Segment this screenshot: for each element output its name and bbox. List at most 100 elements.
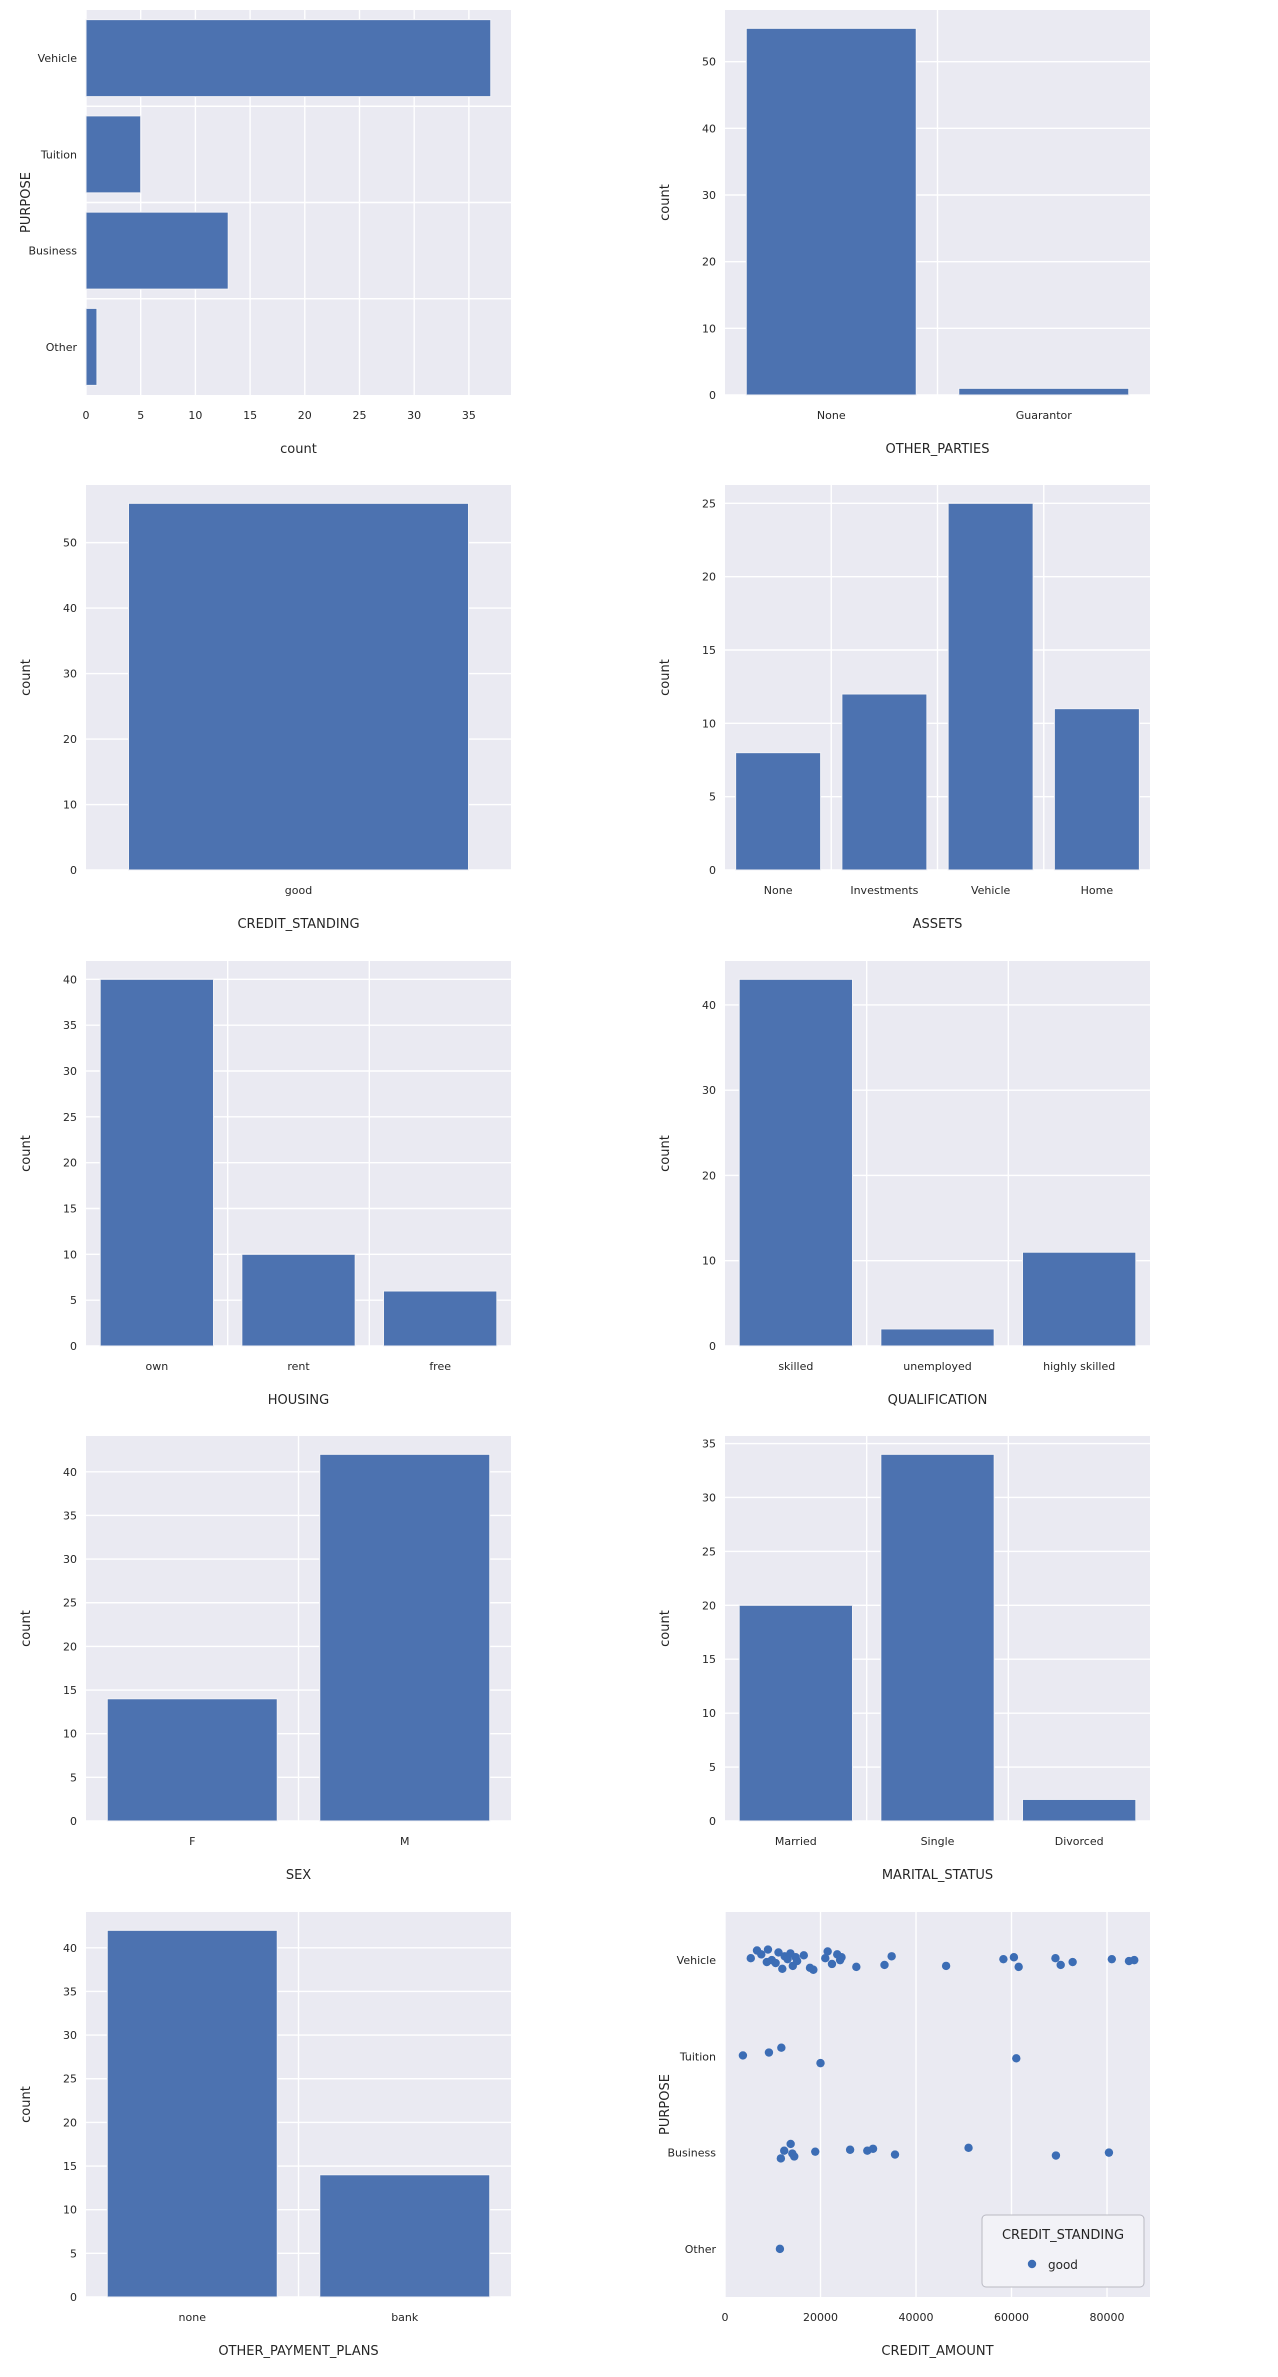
bar xyxy=(1022,1251,1137,1347)
scatter-dot xyxy=(774,1947,783,1957)
x-axis-label: CREDIT_AMOUNT xyxy=(881,2344,993,2359)
y-tick-label: 20 xyxy=(702,1169,716,1182)
y-axis-label: PURPOSE xyxy=(658,2074,673,2135)
y-tick-label: 25 xyxy=(63,1597,77,1610)
y-tick-label: 0 xyxy=(709,1815,716,1828)
x-axis-label: HOUSING xyxy=(268,1393,329,1408)
subplot-purpose: 0 5 10 15 20 25 30 35 Vehicle Tuition Business Othe… xyxy=(0,0,639,475)
y-tick-label: 20 xyxy=(63,2116,77,2129)
x-tick-label: 35 xyxy=(462,409,476,422)
y-tick-label: 40 xyxy=(702,122,716,135)
sex-chart-canvas: 0 5 10 15 20 25 30 35 40 F M SEX count xyxy=(19,1436,511,1883)
x-category-label: None xyxy=(764,884,793,897)
bar xyxy=(85,115,142,194)
y-tick-label: 20 xyxy=(63,1156,77,1169)
x-category-label: free xyxy=(429,1360,451,1373)
y-tick-label: 15 xyxy=(63,1684,77,1697)
bar xyxy=(880,1454,995,1822)
x-category-label: own xyxy=(145,1360,168,1373)
scatter-dot xyxy=(757,1949,766,1959)
bar xyxy=(738,978,853,1347)
y-tick-label: 10 xyxy=(702,1707,716,1720)
x-axis-label: ASSETS xyxy=(913,917,963,932)
y-tick-label: 40 xyxy=(63,973,77,986)
y-axis-label: count xyxy=(658,184,673,221)
bar xyxy=(1053,708,1140,871)
y-tick-label: 15 xyxy=(702,1653,716,1666)
y-tick-label: 25 xyxy=(702,498,716,511)
bar xyxy=(1022,1799,1137,1822)
y-tick-label: 20 xyxy=(702,256,716,269)
y-tick-label: 0 xyxy=(70,1815,77,1828)
y-tick-label: 35 xyxy=(63,1985,77,1998)
scatter-dot xyxy=(1068,1957,1077,1966)
y-tick-label: 30 xyxy=(63,668,77,681)
y-tick-label: 0 xyxy=(70,1340,77,1353)
x-category-label: Investments xyxy=(850,884,918,897)
y-tick-label: 35 xyxy=(63,1510,77,1523)
scatter-dot xyxy=(776,2153,786,2163)
y-tick-label: 50 xyxy=(63,537,77,550)
bar xyxy=(738,1605,853,1822)
subplot-housing: 0 5 10 15 20 25 30 35 40 own rent free HOUSING count xyxy=(0,951,639,1426)
credit-standing-chart-canvas: 0 10 20 30 40 50 good CREDIT_STANDING count xyxy=(19,485,511,932)
legend-box xyxy=(981,2214,1145,2288)
x-axis-label: MARITAL_STATUS xyxy=(882,1868,993,1883)
scatter-dot xyxy=(1009,1952,1019,1962)
bar xyxy=(241,1253,356,1347)
y-category-label: Tuition xyxy=(40,148,77,161)
scatter-dot xyxy=(845,2145,855,2154)
scatter-dot xyxy=(790,2151,799,2161)
y-tick-label: 10 xyxy=(702,1255,716,1268)
scatter-dot xyxy=(821,1953,830,1962)
scatter-dot xyxy=(1104,2148,1114,2157)
subplot-qualification: 0 10 20 30 40 skilled unemployed highly skilled… xyxy=(639,951,1278,1426)
y-tick-label: 30 xyxy=(702,1084,716,1097)
x-category-label: none xyxy=(179,2311,207,2324)
assets-chart-canvas: 0 5 10 15 20 25 None Investments Vehicle Home ASSE… xyxy=(658,485,1150,932)
scatter-dot xyxy=(1051,1953,1060,1962)
x-category-label: highly skilled xyxy=(1043,1360,1115,1373)
y-tick-label: 40 xyxy=(63,1466,77,1479)
scatter-dot xyxy=(792,1956,802,1965)
scatter-dot xyxy=(999,1954,1008,1963)
y-tick-label: 40 xyxy=(63,1941,77,1954)
bar xyxy=(85,211,229,290)
x-category-label: M xyxy=(400,1835,410,1848)
bar xyxy=(106,1698,278,1822)
y-tick-label: 20 xyxy=(702,571,716,584)
y-tick-label: 20 xyxy=(63,733,77,746)
scatter-dot xyxy=(823,1946,832,1956)
scatter-dot xyxy=(1012,2053,1021,2063)
x-tick-label: 30 xyxy=(407,409,421,422)
y-tick-label: 0 xyxy=(709,1340,716,1353)
y-category-label: Business xyxy=(667,2146,716,2159)
scatter-dot xyxy=(763,1944,773,1954)
y-tick-label: 25 xyxy=(702,1546,716,1559)
bar xyxy=(745,27,917,396)
y-axis-label: count xyxy=(19,660,34,697)
y-category-label: Other xyxy=(46,341,78,354)
y-category-label: Vehicle xyxy=(677,1954,717,1967)
x-tick-label: 25 xyxy=(352,409,366,422)
x-tick-label: 0 xyxy=(722,2311,729,2324)
scatter-dot xyxy=(778,1964,787,1973)
scatter-dot xyxy=(827,1959,837,1968)
y-axis-label: count xyxy=(658,1610,673,1647)
other-parties-chart-canvas: 0 10 20 30 40 50 None Guarantor OTHER_PARTIES cou… xyxy=(658,10,1150,457)
legend-entry-label: good xyxy=(1048,2258,1078,2272)
x-category-label: bank xyxy=(391,2311,419,2324)
bar xyxy=(735,752,822,871)
x-tick-label: 5 xyxy=(137,409,144,422)
y-tick-label: 10 xyxy=(702,322,716,335)
housing-chart-canvas: 0 5 10 15 20 25 30 35 40 own rent free HOUSING count xyxy=(19,960,511,1408)
y-tick-label: 10 xyxy=(63,2203,77,2216)
x-category-label: None xyxy=(817,409,846,422)
y-tick-label: 30 xyxy=(63,1065,77,1078)
bar xyxy=(319,1454,491,1822)
bar xyxy=(99,978,214,1347)
y-axis-label: count xyxy=(19,1135,34,1172)
y-tick-label: 0 xyxy=(709,389,716,402)
scatter-dot xyxy=(816,2058,825,2067)
